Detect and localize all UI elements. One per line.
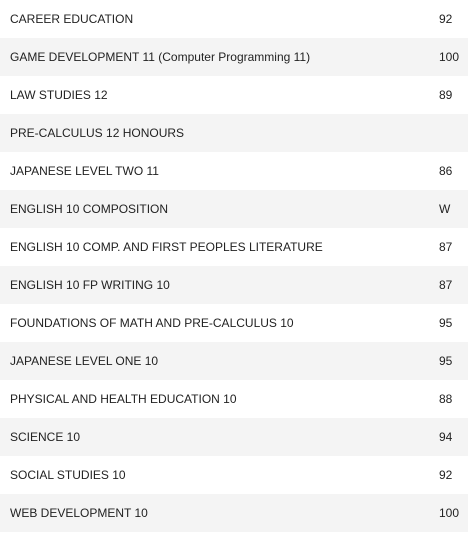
course-name: JAPANESE LEVEL ONE 10	[10, 354, 159, 368]
course-name: PHYSICAL AND HEALTH EDUCATION 10	[10, 392, 237, 406]
course-grade: 92	[439, 12, 453, 26]
course-name: GAME DEVELOPMENT 11 (Computer Programmin…	[10, 50, 311, 64]
course-name: ENGLISH 10 FP WRITING 10	[10, 278, 170, 292]
course-grade: 86	[439, 164, 453, 178]
course-grade: 88	[439, 392, 453, 406]
course-grade: 89	[439, 88, 453, 102]
course-name: SCIENCE 10	[10, 430, 81, 444]
course-row[interactable]: SOCIAL STUDIES 10 92	[0, 456, 468, 494]
course-row[interactable]: SCIENCE 10 94	[0, 418, 468, 456]
course-row[interactable]: GAME DEVELOPMENT 11 (Computer Programmin…	[0, 38, 468, 76]
course-name: CAREER EDUCATION	[10, 12, 134, 26]
course-grade: W	[439, 202, 451, 216]
course-name: WEB DEVELOPMENT 10	[10, 506, 148, 520]
course-name: JAPANESE LEVEL TWO 11	[10, 164, 159, 178]
course-row[interactable]: ENGLISH 10 FP WRITING 10 87	[0, 266, 468, 304]
course-row[interactable]: ENGLISH 10 COMP. AND FIRST PEOPLES LITER…	[0, 228, 468, 266]
course-row[interactable]: CAREER EDUCATION 92	[0, 0, 468, 38]
course-grade: 87	[439, 240, 453, 254]
course-row[interactable]: FOUNDATIONS OF MATH AND PRE-CALCULUS 10 …	[0, 304, 468, 342]
course-name: PRE-CALCULUS 12 HONOURS	[10, 126, 185, 140]
course-row[interactable]: WEB DEVELOPMENT 10 100	[0, 494, 468, 532]
course-grade: 95	[439, 354, 453, 368]
course-name: ENGLISH 10 COMPOSITION	[10, 202, 169, 216]
course-grade: 94	[439, 430, 453, 444]
course-row[interactable]: ENGLISH 10 COMPOSITION W	[0, 190, 468, 228]
course-grade: 100	[439, 506, 460, 520]
course-row[interactable]: PRE-CALCULUS 12 HONOURS	[0, 114, 468, 152]
course-name: FOUNDATIONS OF MATH AND PRE-CALCULUS 10	[10, 316, 294, 330]
course-row[interactable]: PHYSICAL AND HEALTH EDUCATION 10 88	[0, 380, 468, 418]
course-grade: 87	[439, 278, 453, 292]
course-grade: 92	[439, 468, 453, 482]
course-row[interactable]: JAPANESE LEVEL TWO 11 86	[0, 152, 468, 190]
course-grade: 100	[439, 50, 460, 64]
course-grade: 95	[439, 316, 453, 330]
course-row[interactable]: JAPANESE LEVEL ONE 10 95	[0, 342, 468, 380]
course-name: SOCIAL STUDIES 10	[10, 468, 126, 482]
course-row[interactable]: LAW STUDIES 12 89	[0, 76, 468, 114]
course-name: LAW STUDIES 12	[10, 88, 108, 102]
course-name: ENGLISH 10 COMP. AND FIRST PEOPLES LITER…	[10, 240, 323, 254]
